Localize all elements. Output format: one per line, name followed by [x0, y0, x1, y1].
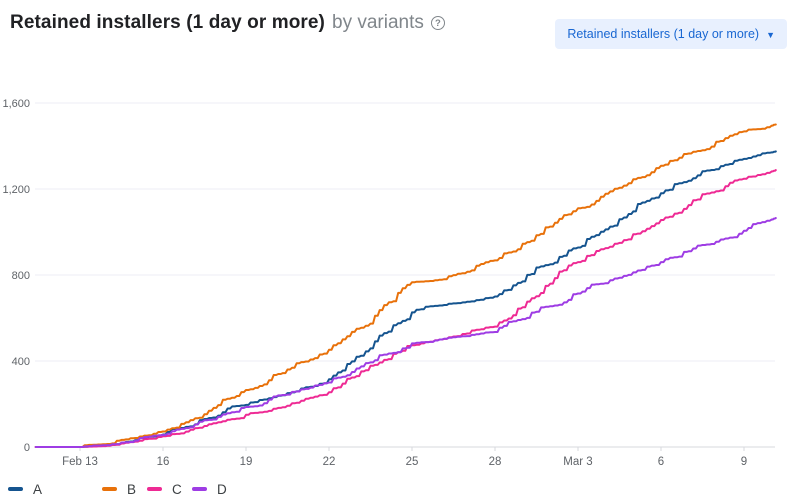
series-line-C: [34, 169, 777, 448]
legend-item-C: C: [147, 480, 182, 498]
x-tick-label: 6: [658, 456, 664, 468]
series-line-D: [34, 217, 777, 448]
page-subtitle: by variants: [332, 12, 424, 33]
y-tick-label: 0: [24, 442, 30, 454]
legend-label: A: [33, 481, 43, 497]
legend-label: C: [172, 481, 182, 497]
legend-dash-icon: [192, 487, 207, 491]
x-tick-label: 19: [240, 456, 253, 468]
series-line-B: [34, 123, 777, 448]
legend-label: D: [217, 481, 227, 497]
y-tick-label: 1,200: [2, 184, 30, 196]
legend-dash-icon: [8, 487, 23, 491]
page-title: Retained installers (1 day or more): [10, 12, 325, 33]
legend-dash-icon: [147, 487, 162, 491]
chevron-down-icon: ▼: [766, 30, 775, 40]
x-tick-label: 9: [741, 456, 747, 468]
y-tick-label: 1,600: [2, 98, 30, 110]
legend-item-A: A: [8, 480, 42, 498]
x-tick-label: Feb 13: [62, 456, 98, 468]
x-tick-label: 28: [489, 456, 502, 468]
legend-label: B: [127, 481, 137, 497]
metric-dropdown-label: Retained installers (1 day or more): [567, 27, 760, 41]
x-tick-label: Mar 3: [563, 456, 592, 468]
legend-item-D: D: [192, 480, 227, 498]
y-tick-label: 800: [12, 270, 30, 282]
help-icon[interactable]: ?: [430, 16, 445, 30]
series-line-A: [34, 150, 777, 448]
x-tick-label: 25: [406, 456, 419, 468]
legend-item-B: B: [102, 480, 136, 498]
chart-header: Retained installers (1 day or more) by v…: [10, 12, 445, 34]
chart-legend: A B C D: [0, 480, 800, 500]
x-tick-label: 16: [157, 456, 170, 468]
legend-dash-icon: [102, 487, 117, 491]
metric-dropdown-button[interactable]: Retained installers (1 day or more) ▼: [555, 19, 787, 49]
y-tick-label: 400: [12, 356, 30, 368]
x-tick-label: 22: [323, 456, 336, 468]
